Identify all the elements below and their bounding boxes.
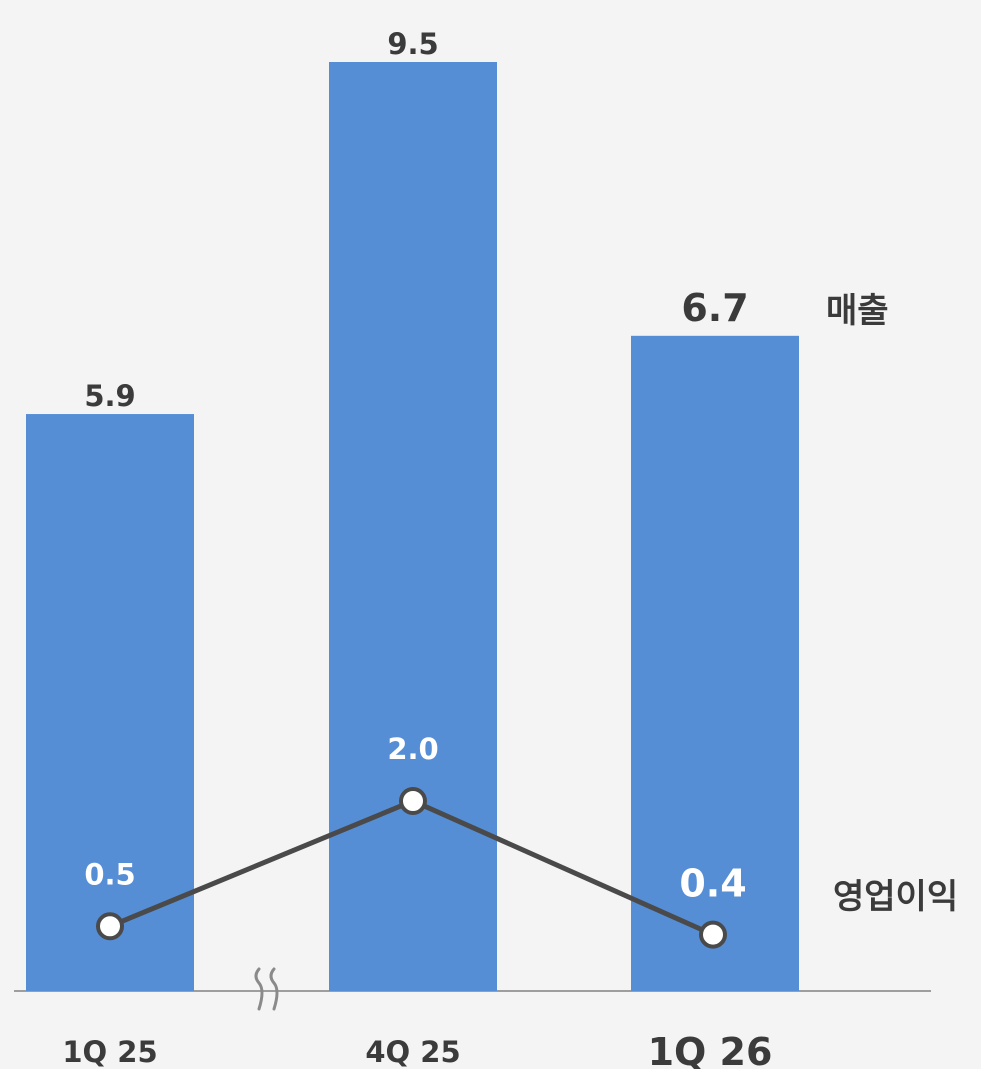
- category-label-1q-25: 1Q 25: [62, 1035, 157, 1069]
- axis-break-stroke-right: [269, 967, 279, 1011]
- category-label-1q-26: 1Q 26: [648, 1030, 773, 1069]
- revenue-bar-4q-25: [329, 62, 497, 991]
- operating-profit-marker-1q-25: [96, 912, 124, 941]
- operating-profit-value-label-4q-25: 2.0: [387, 732, 438, 766]
- category-label-4q-25: 4Q 25: [365, 1035, 460, 1069]
- operating-profit-value-label-1q-26: 0.4: [679, 862, 746, 906]
- revenue-value-label-4q-25: 9.5: [387, 27, 438, 61]
- operating-profit-marker-4q-25: [399, 787, 427, 815]
- axis-break-icon: [254, 967, 279, 1011]
- revenue-value-label-1q-26: 6.7: [681, 286, 748, 330]
- revenue-value-label-1q-25: 5.9: [84, 379, 135, 413]
- operating-profit-marker-1q-26: [699, 920, 727, 949]
- legend-revenue: 매출: [826, 291, 889, 331]
- legend-operating-profit: 영업이익: [833, 877, 958, 917]
- revenue-bar-1q-25: [26, 414, 194, 991]
- axis-break-stroke-left: [254, 967, 264, 1011]
- operating-profit-value-label-1q-25: 0.5: [84, 857, 135, 891]
- revenue-bar-1q-26: [631, 335, 799, 991]
